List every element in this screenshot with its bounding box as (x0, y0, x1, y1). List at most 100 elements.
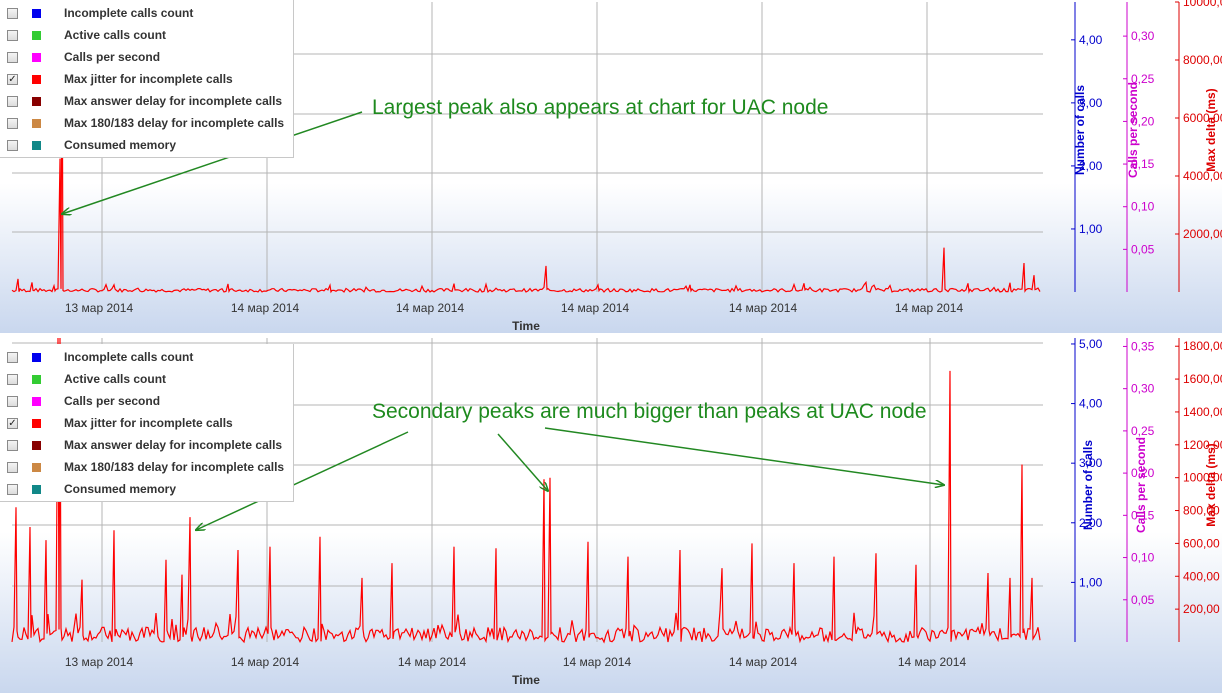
legend-top: Incomplete calls count Active calls count… (0, 0, 294, 158)
series-checkbox[interactable] (7, 139, 18, 151)
legend-swatch (32, 374, 41, 384)
legend-label: Max answer delay for incomplete calls (64, 438, 283, 452)
series-checkbox[interactable] (7, 483, 18, 495)
series-checkbox[interactable] (7, 117, 18, 129)
legend-item[interactable]: Max answer delay for incomplete calls (0, 434, 292, 456)
series-line-max-jitter (11, 1, 1041, 294)
x-tick-label: 14 мар 2014 (396, 301, 465, 315)
legend-item[interactable]: Max 180/183 delay for incomplete calls (0, 112, 292, 134)
y-tick-label: 2,00 (1079, 516, 1103, 530)
legend-swatch (32, 396, 41, 406)
legend-item[interactable]: ✓ Max jitter for incomplete calls (0, 412, 292, 434)
legend-swatch (32, 462, 41, 472)
legend-label: Consumed memory (64, 482, 177, 496)
y-tick-label: 4000,00 (1183, 169, 1222, 183)
legend-label: Max jitter for incomplete calls (64, 416, 233, 430)
legend-swatch (32, 52, 41, 62)
y-tick-label: 0,10 (1131, 200, 1155, 214)
legend-bottom: Incomplete calls count Active calls count… (0, 344, 294, 502)
y-tick-label: 2,00 (1079, 159, 1103, 173)
legend-item[interactable]: Active calls count (0, 24, 292, 46)
y-axis-title: Calls per second (1126, 82, 1140, 178)
legend-item[interactable]: Calls per second (0, 46, 292, 68)
x-tick-label: 14 мар 2014 (729, 301, 798, 315)
legend-swatch (32, 96, 41, 106)
series-checkbox[interactable] (7, 395, 18, 407)
x-tick-label: 13 мар 2014 (65, 655, 134, 669)
series-checkbox[interactable]: ✓ (7, 417, 18, 429)
y-tick-label: 0,05 (1131, 593, 1155, 607)
x-tick-label: 14 мар 2014 (563, 655, 632, 669)
legend-item[interactable]: Calls per second (0, 390, 292, 412)
y-tick-label: 0,20 (1131, 114, 1155, 128)
legend-label: Max jitter for incomplete calls (64, 72, 233, 86)
series-checkbox[interactable] (7, 461, 18, 473)
series-checkbox[interactable] (7, 7, 18, 19)
legend-label: Active calls count (64, 372, 167, 386)
x-tick-label: 13 мар 2014 (65, 301, 134, 315)
legend-label: Incomplete calls count (64, 350, 194, 364)
legend-label: Max 180/183 delay for incomplete calls (64, 460, 285, 474)
annotation-arrow (62, 111, 363, 214)
series-checkbox[interactable] (7, 95, 18, 107)
legend-item[interactable]: Consumed memory (0, 478, 292, 500)
x-tick-label: 14 мар 2014 (561, 301, 630, 315)
y-tick-label: 400,00 (1183, 569, 1220, 583)
legend-label: Consumed memory (64, 138, 177, 152)
legend-item[interactable]: Max 180/183 delay for incomplete calls (0, 456, 292, 478)
series-checkbox[interactable] (7, 29, 18, 41)
legend-label: Max 180/183 delay for incomplete calls (64, 116, 285, 130)
y-tick-label: 10000,00 (1183, 0, 1222, 9)
y-tick-label: 0,25 (1131, 424, 1155, 438)
y-axis-title: Max delta (ms) (1204, 443, 1218, 526)
annotation-arrow (544, 427, 944, 485)
series-checkbox[interactable]: ✓ (7, 73, 18, 85)
x-tick-label: 14 мар 2014 (398, 655, 467, 669)
series-checkbox[interactable] (7, 439, 18, 451)
y-tick-label: 4,00 (1079, 33, 1103, 47)
y-tick-label: 0,15 (1131, 508, 1155, 522)
legend-swatch (32, 8, 41, 18)
y-tick-label: 0,30 (1131, 29, 1155, 43)
annotation-arrow (497, 433, 548, 491)
annotation-text: Largest peak also appears at chart for U… (372, 96, 828, 119)
annotation-text: Secondary peaks are much bigger than pea… (372, 400, 927, 423)
x-tick-label: 14 мар 2014 (895, 301, 964, 315)
legend-item[interactable]: Active calls count (0, 368, 292, 390)
legend-swatch (32, 484, 41, 494)
legend-item[interactable]: Incomplete calls count (0, 346, 292, 368)
y-tick-label: 1600,00 (1183, 372, 1222, 386)
y-tick-label: 6000,00 (1183, 111, 1222, 125)
legend-item[interactable]: Incomplete calls count (0, 2, 292, 24)
y-tick-label: 1000,00 (1183, 471, 1222, 485)
y-tick-label: 0,30 (1131, 382, 1155, 396)
legend-item[interactable]: Max answer delay for incomplete calls (0, 90, 292, 112)
series-line-max-jitter (11, 337, 1041, 644)
y-tick-label: 2000,00 (1183, 227, 1222, 241)
series-checkbox[interactable] (7, 51, 18, 63)
y-tick-label: 4,00 (1079, 397, 1103, 411)
legend-label: Incomplete calls count (64, 6, 194, 20)
y-tick-label: 800,00 (1183, 504, 1220, 518)
y-axis-title: Number of calls (1081, 440, 1095, 530)
series-checkbox[interactable] (7, 351, 18, 363)
legend-item[interactable]: Consumed memory (0, 134, 292, 156)
y-tick-label: 1200,00 (1183, 438, 1222, 452)
y-tick-label: 0,15 (1131, 157, 1155, 171)
legend-label: Calls per second (64, 394, 161, 408)
annotation-arrow (196, 431, 409, 530)
y-tick-label: 0,35 (1131, 339, 1155, 353)
y-tick-label: 200,00 (1183, 602, 1220, 616)
series-checkbox[interactable] (7, 373, 18, 385)
x-tick-label: 14 мар 2014 (898, 655, 967, 669)
x-tick-label: 14 мар 2014 (231, 655, 300, 669)
legend-label: Active calls count (64, 28, 167, 42)
y-axis-title: Calls per second (1134, 437, 1148, 533)
legend-swatch (32, 30, 41, 40)
y-tick-label: 0,05 (1131, 242, 1155, 256)
legend-item[interactable]: ✓ Max jitter for incomplete calls (0, 68, 292, 90)
legend-swatch (32, 118, 41, 128)
y-tick-label: 8000,00 (1183, 53, 1222, 67)
y-tick-label: 3,00 (1079, 456, 1103, 470)
